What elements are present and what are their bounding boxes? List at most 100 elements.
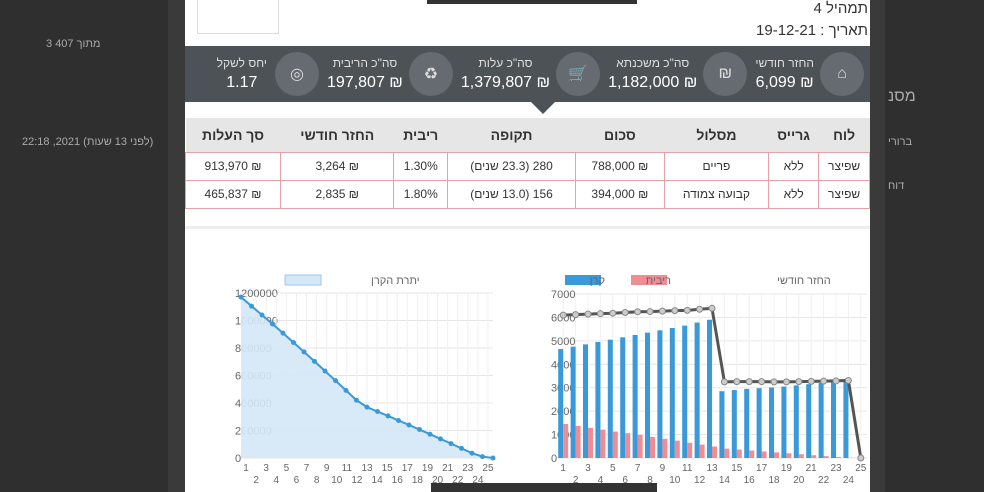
bottom-buttons[interactable]	[431, 483, 657, 492]
x-tick-label: 4	[598, 475, 604, 486]
stat-label: החזר חודשי	[755, 56, 814, 70]
x-tick-label: 23	[462, 463, 474, 474]
y-tick-label: 0	[551, 453, 557, 465]
x-tick-label: 14	[372, 475, 384, 486]
balance-point	[480, 454, 485, 460]
table-cell: 1.30%	[393, 151, 449, 181]
cart-icon: 🛒	[556, 52, 601, 96]
balance-point	[364, 404, 370, 410]
balance-point	[280, 330, 286, 336]
balance-point	[427, 431, 433, 437]
payment-point	[807, 377, 815, 385]
x-tick-label: 21	[442, 463, 454, 474]
payment-point	[820, 377, 828, 385]
table-cell: ₪ 913,970	[184, 151, 282, 181]
balance-point	[312, 358, 317, 364]
summary-bar: ⌂ החזר חודשי ₪ 6,099 ₪ סה"כ משכנתא ₪ 1,182,00…	[185, 46, 870, 102]
report-date: תאריך : 19-12-21	[756, 22, 868, 39]
coin-icon: ◎	[275, 52, 320, 96]
x-tick-label: 13	[706, 463, 718, 474]
balance-point	[354, 397, 359, 403]
payment-point	[844, 376, 852, 384]
interest-bar	[712, 446, 717, 458]
x-tick-label: 16	[392, 475, 404, 486]
column-header: סך העלות	[185, 118, 281, 152]
table-cell: ₪ 465,837	[184, 179, 282, 209]
x-tick-label: 5	[284, 463, 290, 474]
legend-label: יתרת הקרן	[371, 275, 420, 287]
column-header: לוח	[818, 118, 870, 152]
balance-area	[241, 297, 493, 458]
balance-point	[459, 445, 464, 451]
balance-point	[469, 450, 475, 456]
x-tick-label: 17	[756, 463, 768, 474]
table-cell: שפיצר	[818, 151, 870, 181]
recycle-icon: ♻	[408, 52, 453, 96]
balance-point	[490, 455, 496, 461]
stat-label: סה"כ הריבית	[332, 56, 398, 70]
x-tick-label: 22	[818, 475, 830, 486]
interest-bar	[798, 454, 804, 458]
background-text: מסנ	[888, 88, 916, 105]
table-cell: ₪ 2,835	[280, 179, 395, 209]
balance-point	[448, 441, 454, 447]
table-header: לוח גרייס מסלול סכום תקופה ריבית החזר חודשי סך …	[185, 118, 870, 152]
interest-bar	[774, 452, 779, 458]
balance-point	[396, 417, 401, 423]
payment-point	[584, 310, 592, 318]
stat-item: יחס לשקל 1.17	[217, 56, 267, 92]
table-cell: ללא	[768, 151, 820, 181]
table-cell: 156 (13.0 שנים)	[447, 179, 577, 209]
principal-bar	[620, 337, 626, 458]
principal-bar	[583, 344, 588, 458]
payment-point	[832, 377, 840, 385]
payment-point	[683, 306, 691, 314]
balance-point	[238, 294, 244, 300]
x-tick-label: 25	[482, 463, 494, 474]
interest-bar	[563, 424, 569, 458]
interest-bar	[749, 450, 755, 458]
x-tick-label: 1	[243, 463, 249, 474]
x-tick-label: 24	[843, 475, 855, 486]
payment-point	[782, 378, 790, 386]
payment-point	[559, 311, 567, 319]
stat-value: 1.17	[226, 74, 258, 91]
balance-point	[259, 312, 265, 318]
stat-label: סה"כ משכנתא	[616, 56, 690, 70]
principal-bar	[719, 391, 725, 458]
principal-bar	[744, 388, 750, 458]
x-tick-label: 11	[342, 463, 353, 474]
x-tick-label: 3	[263, 463, 269, 474]
x-tick-label: 10	[669, 475, 681, 486]
balance-point	[291, 340, 296, 345]
x-tick-label: 7	[304, 463, 310, 474]
balance-point	[343, 387, 349, 393]
x-tick-label: 13	[361, 463, 373, 474]
interest-bar	[724, 448, 730, 458]
divider	[185, 226, 870, 229]
x-tick-label: 7	[635, 463, 641, 474]
principal-bar	[558, 349, 564, 458]
x-tick-label: 3	[585, 463, 591, 474]
balance-point	[333, 378, 338, 384]
legend-label: קרן	[590, 275, 605, 287]
x-tick-label: 25	[855, 463, 867, 474]
principal-bar	[645, 332, 650, 458]
x-tick-label: 19	[781, 463, 793, 474]
x-tick-label: 15	[731, 463, 743, 474]
principal-bar	[682, 325, 688, 458]
stat-value: ₪ 1,182,000	[608, 74, 698, 91]
background-timestamp: 22:18 ,2021 (לפני 13 שעות)	[22, 136, 154, 148]
x-tick-label: 24	[472, 475, 484, 486]
interest-bar	[836, 457, 841, 458]
principal-bar	[781, 386, 787, 458]
interest-bar	[761, 451, 767, 458]
principal-bar	[669, 327, 675, 458]
balance-point	[301, 349, 307, 355]
interest-bar	[637, 434, 643, 458]
principal-bar	[595, 342, 601, 458]
payment-point	[671, 307, 679, 315]
legend-label: ריבית	[646, 275, 671, 287]
table-cell: קבועה צמודה	[663, 179, 770, 209]
column-header: סכום	[575, 118, 665, 152]
